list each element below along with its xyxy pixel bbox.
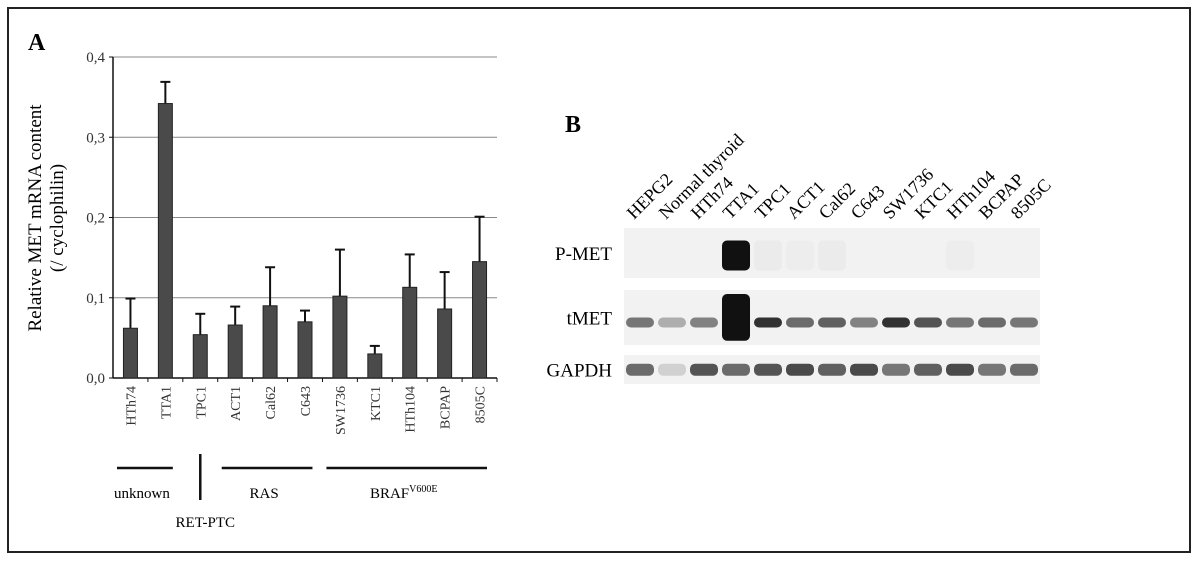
blot-band — [786, 363, 814, 376]
x-tick-label: HTh104 — [404, 386, 419, 433]
figure-frame — [7, 7, 1191, 553]
x-tick-label: 8505C — [474, 386, 489, 423]
blot-membrane-p-met — [624, 228, 1040, 278]
blot-band — [882, 317, 910, 328]
group-label: RET-PTC — [176, 515, 235, 531]
blot-band — [1010, 317, 1038, 328]
blot-band — [818, 241, 846, 271]
blot-band — [914, 363, 942, 376]
blot-band — [626, 363, 654, 376]
blot-band — [690, 363, 718, 376]
blot-band — [722, 363, 750, 376]
row-label: P-MET — [555, 244, 612, 265]
bar-chart: 0,0 0,1 0,2 0,3 0,4 Relative MET mRNA content… — [25, 50, 498, 531]
bar-cal62 — [262, 305, 278, 379]
x-tick-label: ACT1 — [229, 386, 244, 421]
x-tick-label: TPC1 — [194, 386, 209, 419]
bar-hth74 — [122, 327, 138, 379]
bar-hth104 — [402, 286, 418, 379]
x-tick-label: TTA1 — [159, 386, 174, 419]
y-tick-label: 0,1 — [86, 291, 105, 307]
group-label: RAS — [249, 486, 278, 502]
row-label: GAPDH — [547, 361, 613, 382]
bar-bcpap — [437, 308, 453, 379]
blot-band — [722, 294, 750, 341]
blot-band — [754, 241, 782, 271]
blot-band — [786, 241, 814, 271]
blot-band — [722, 240, 750, 271]
x-tick-label: KTC1 — [369, 386, 384, 421]
group-label-text: BRAF — [370, 486, 409, 502]
bar-ktc1 — [367, 353, 383, 379]
blot-band — [754, 363, 782, 376]
blot-band — [658, 317, 686, 328]
bar-tta1 — [157, 103, 173, 379]
group-label-text: RAS — [249, 486, 278, 502]
y-tick-label: 0,4 — [86, 50, 105, 66]
group-label: BRAFV600E — [370, 484, 438, 502]
x-tick-label: BCPAP — [439, 386, 454, 429]
blot-band — [850, 317, 878, 328]
blot-band — [978, 363, 1006, 376]
x-tick-label: SW1736 — [334, 386, 349, 435]
bar-tpc1 — [192, 334, 208, 379]
blot-band — [690, 317, 718, 328]
blot-band — [626, 317, 654, 328]
y-axis-label-unit: (/ cyclophilin) — [47, 164, 68, 272]
y-tick-label: 0,2 — [86, 211, 105, 227]
blot-band — [850, 363, 878, 376]
bar-sw1736 — [332, 295, 348, 379]
bar-8505c — [472, 261, 488, 379]
blot-band — [882, 363, 910, 376]
blot-band — [914, 317, 942, 328]
x-tick-label: Cal62 — [264, 386, 279, 419]
blot-band — [658, 363, 686, 376]
row-label: tMET — [567, 309, 613, 330]
blot-band — [754, 317, 782, 328]
group-label-superscript: V600E — [409, 484, 437, 495]
blot-band — [946, 363, 974, 376]
bar-c643 — [297, 321, 313, 379]
group-label-text: unknown — [114, 486, 170, 502]
x-tick-label: C643 — [299, 386, 314, 416]
lane-label: TPC1 — [751, 179, 795, 223]
blot-band — [786, 317, 814, 328]
panel-a-letter: A — [28, 30, 46, 56]
y-axis-label: Relative MET mRNA content — [25, 104, 46, 332]
blot-band — [818, 363, 846, 376]
bar-act1 — [227, 324, 243, 379]
group-label: unknown — [114, 486, 170, 502]
blot-band — [818, 317, 846, 328]
y-tick-label: 0,0 — [86, 371, 105, 387]
panel-b-letter: B — [565, 112, 581, 138]
blot-band — [946, 241, 974, 271]
y-tick-label: 0,3 — [86, 130, 105, 146]
blot-band — [1010, 363, 1038, 376]
blot-band — [978, 317, 1006, 328]
x-tick-label: HTh74 — [124, 386, 139, 426]
blot-band — [946, 317, 974, 328]
